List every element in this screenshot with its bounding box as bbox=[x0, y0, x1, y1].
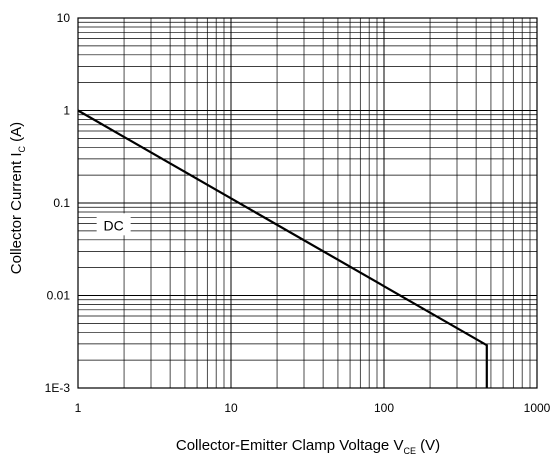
annotation-backing bbox=[96, 213, 131, 236]
y-tick-label: 0.01 bbox=[47, 289, 71, 303]
y-axis-title-sub: C bbox=[17, 145, 27, 152]
x-tick-label: 1000 bbox=[524, 401, 551, 415]
y-tick-label: 1E-3 bbox=[45, 381, 71, 395]
y-axis-title-unit: (A) bbox=[8, 122, 25, 146]
y-tick-label: 0.1 bbox=[53, 196, 70, 210]
y-tick-label: 1 bbox=[63, 104, 70, 118]
y-tick-labels: 1E-3 0.01 0.1 1 10 bbox=[45, 11, 71, 395]
series-line-dc bbox=[77, 109, 488, 388]
x-tick-label: 10 bbox=[224, 401, 238, 415]
series-layer bbox=[77, 109, 488, 388]
x-axis-title-main: Collector-Emitter Clamp Voltage V bbox=[176, 437, 404, 454]
x-axis-title-sub: CE bbox=[403, 446, 416, 456]
x-tick-labels: 1 10 100 1000 bbox=[75, 401, 551, 415]
plot-frame bbox=[77, 17, 538, 389]
x-axis-title: Collector-Emitter Clamp Voltage VCE (V) bbox=[176, 437, 440, 456]
y-axis-title: Collector Current IC (A) bbox=[8, 122, 27, 274]
x-tick-label: 1 bbox=[75, 401, 82, 415]
x-tick-label: 100 bbox=[374, 401, 394, 415]
x-axis-title-unit: (V) bbox=[416, 437, 440, 454]
plot-border bbox=[77, 17, 538, 389]
annotation-dc-label: DC bbox=[104, 217, 124, 233]
y-tick-label: 10 bbox=[57, 11, 71, 25]
annotation-layer: DC bbox=[96, 213, 131, 236]
y-axis-title-main: Collector Current I bbox=[8, 152, 25, 274]
